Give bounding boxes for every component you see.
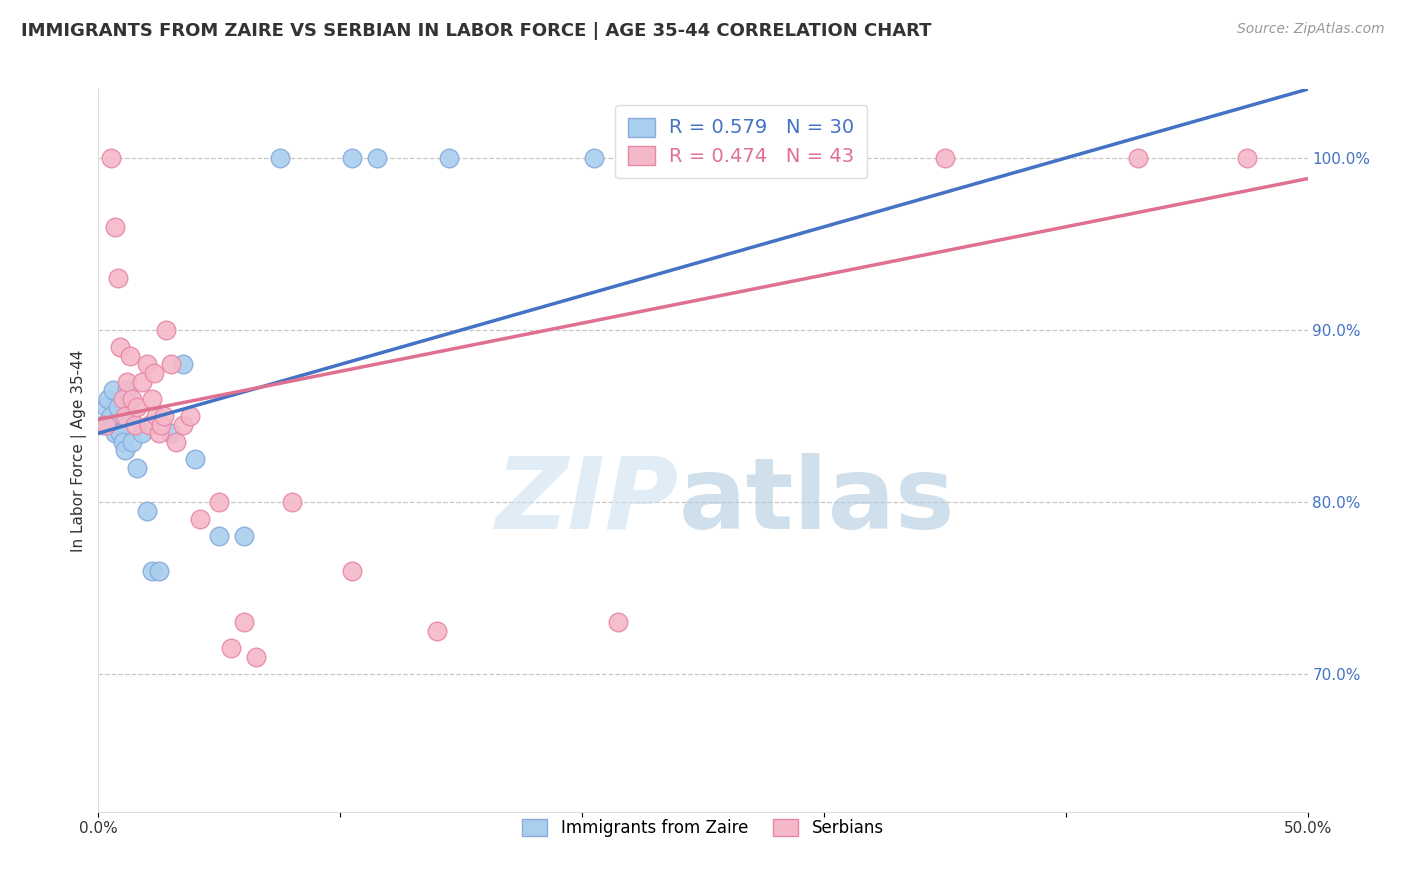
Point xyxy=(124,417,146,432)
Point xyxy=(111,434,134,449)
Point xyxy=(1128,151,1150,165)
Point xyxy=(583,151,606,165)
Point xyxy=(160,358,183,372)
Point xyxy=(281,495,304,509)
Point xyxy=(619,151,641,165)
Point xyxy=(111,392,134,406)
Point xyxy=(127,460,149,475)
Point xyxy=(208,529,231,543)
Point xyxy=(366,151,388,165)
Point xyxy=(179,409,201,423)
Point xyxy=(172,358,194,372)
Point xyxy=(107,271,129,285)
Point xyxy=(148,564,170,578)
Point xyxy=(245,649,267,664)
Point xyxy=(114,443,136,458)
Point xyxy=(160,426,183,441)
Point xyxy=(1236,151,1258,165)
Point xyxy=(114,409,136,423)
Point xyxy=(101,384,124,398)
Point xyxy=(97,392,120,406)
Point xyxy=(131,426,153,441)
Legend: Immigrants from Zaire, Serbians: Immigrants from Zaire, Serbians xyxy=(512,808,894,847)
Point xyxy=(607,615,630,630)
Point xyxy=(150,417,173,432)
Point xyxy=(100,151,122,165)
Text: IMMIGRANTS FROM ZAIRE VS SERBIAN IN LABOR FORCE | AGE 35-44 CORRELATION CHART: IMMIGRANTS FROM ZAIRE VS SERBIAN IN LABO… xyxy=(21,22,932,40)
Point xyxy=(104,219,127,234)
Point xyxy=(117,375,139,389)
Point xyxy=(138,417,160,432)
Point xyxy=(152,409,174,423)
Point xyxy=(141,392,163,406)
Point xyxy=(208,495,231,509)
Point xyxy=(100,409,122,423)
Point xyxy=(437,151,460,165)
Point xyxy=(141,564,163,578)
Point xyxy=(232,529,254,543)
Point xyxy=(94,417,117,432)
Point xyxy=(155,323,177,337)
Text: atlas: atlas xyxy=(679,452,956,549)
Point xyxy=(108,426,131,441)
Point xyxy=(143,366,166,380)
Point xyxy=(91,417,114,432)
Point xyxy=(148,426,170,441)
Point xyxy=(131,375,153,389)
Point xyxy=(221,641,243,656)
Point xyxy=(342,564,364,578)
Point xyxy=(269,151,291,165)
Point xyxy=(127,401,149,415)
Point xyxy=(165,434,187,449)
Point xyxy=(117,384,139,398)
Point xyxy=(108,340,131,354)
Point xyxy=(145,409,167,423)
Text: Source: ZipAtlas.com: Source: ZipAtlas.com xyxy=(1237,22,1385,37)
Text: ZIP: ZIP xyxy=(496,452,679,549)
Point xyxy=(426,624,449,638)
Point xyxy=(121,434,143,449)
Point xyxy=(107,401,129,415)
Point xyxy=(934,151,956,165)
Point xyxy=(135,358,157,372)
Point xyxy=(118,349,141,363)
Point xyxy=(118,409,141,423)
Point xyxy=(184,452,207,467)
Y-axis label: In Labor Force | Age 35-44: In Labor Force | Age 35-44 xyxy=(72,350,87,551)
Point xyxy=(188,512,211,526)
Point xyxy=(172,417,194,432)
Point xyxy=(135,503,157,517)
Point xyxy=(121,392,143,406)
Point xyxy=(94,401,117,415)
Point xyxy=(104,426,127,441)
Point xyxy=(342,151,364,165)
Point xyxy=(232,615,254,630)
